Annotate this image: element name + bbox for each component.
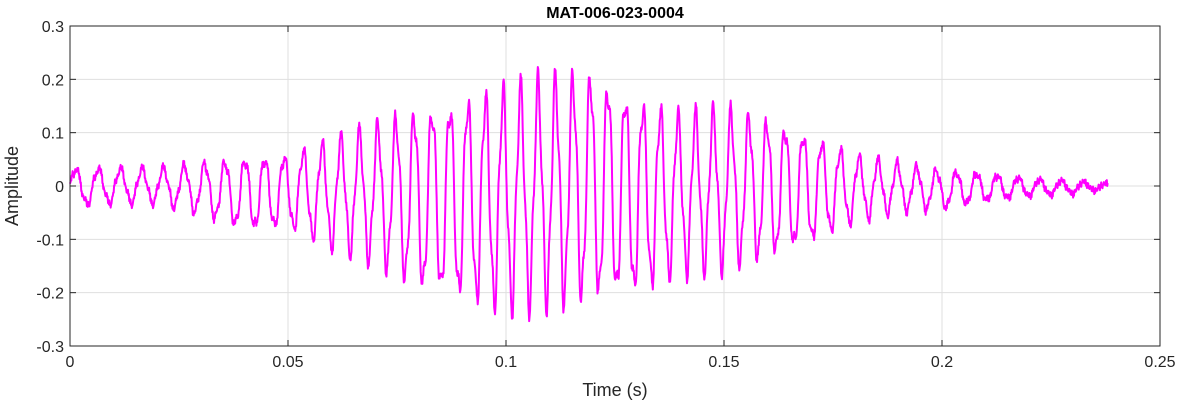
y-tick-label: -0.2: [36, 286, 64, 303]
y-tick-label: 0.3: [42, 19, 64, 36]
waveform-series: [69, 65, 1109, 323]
y-axis-label: Amplitude: [2, 146, 22, 226]
y-tick-label: 0.2: [42, 72, 64, 89]
chart-title: MAT-006-023-0004: [546, 5, 684, 22]
y-tick-label: -0.1: [36, 232, 64, 249]
x-tick-label: 0.1: [495, 354, 517, 371]
x-tick-label: 0.15: [708, 354, 739, 371]
x-tick-label: 0: [66, 354, 75, 371]
x-tick-label: 0.05: [272, 354, 303, 371]
axis-ticks: 0 0.05 0.1 0.15 0.2 0.25 -0.3 -0.2 -0.1 0 0.1 0.2 0.…: [36, 19, 1175, 371]
y-tick-label: 0: [55, 179, 64, 196]
y-tick-label: 0.1: [42, 126, 64, 143]
x-axis-label: Time (s): [582, 380, 647, 400]
y-tick-label: -0.3: [36, 339, 64, 356]
x-tick-label: 0.25: [1144, 354, 1175, 371]
waveform-line: [69, 65, 1109, 323]
x-tick-label: 0.2: [931, 354, 953, 371]
